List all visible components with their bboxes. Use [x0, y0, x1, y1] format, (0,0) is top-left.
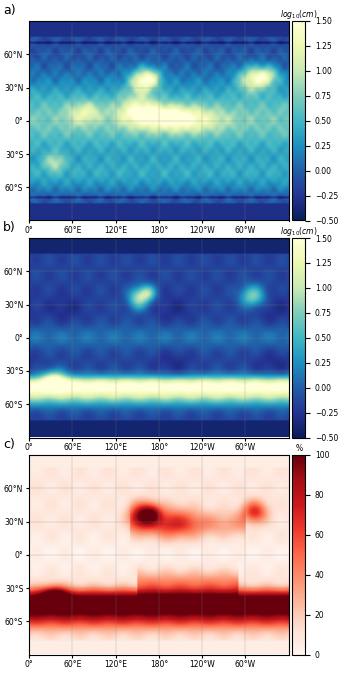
Text: a): a)	[3, 4, 16, 17]
Title: %: %	[295, 444, 302, 453]
Text: b): b)	[3, 221, 16, 234]
Text: c): c)	[3, 438, 15, 451]
Title: $log_{10}(cm)$: $log_{10}(cm)$	[280, 8, 318, 21]
Title: $log_{10}(cm)$: $log_{10}(cm)$	[280, 225, 318, 238]
